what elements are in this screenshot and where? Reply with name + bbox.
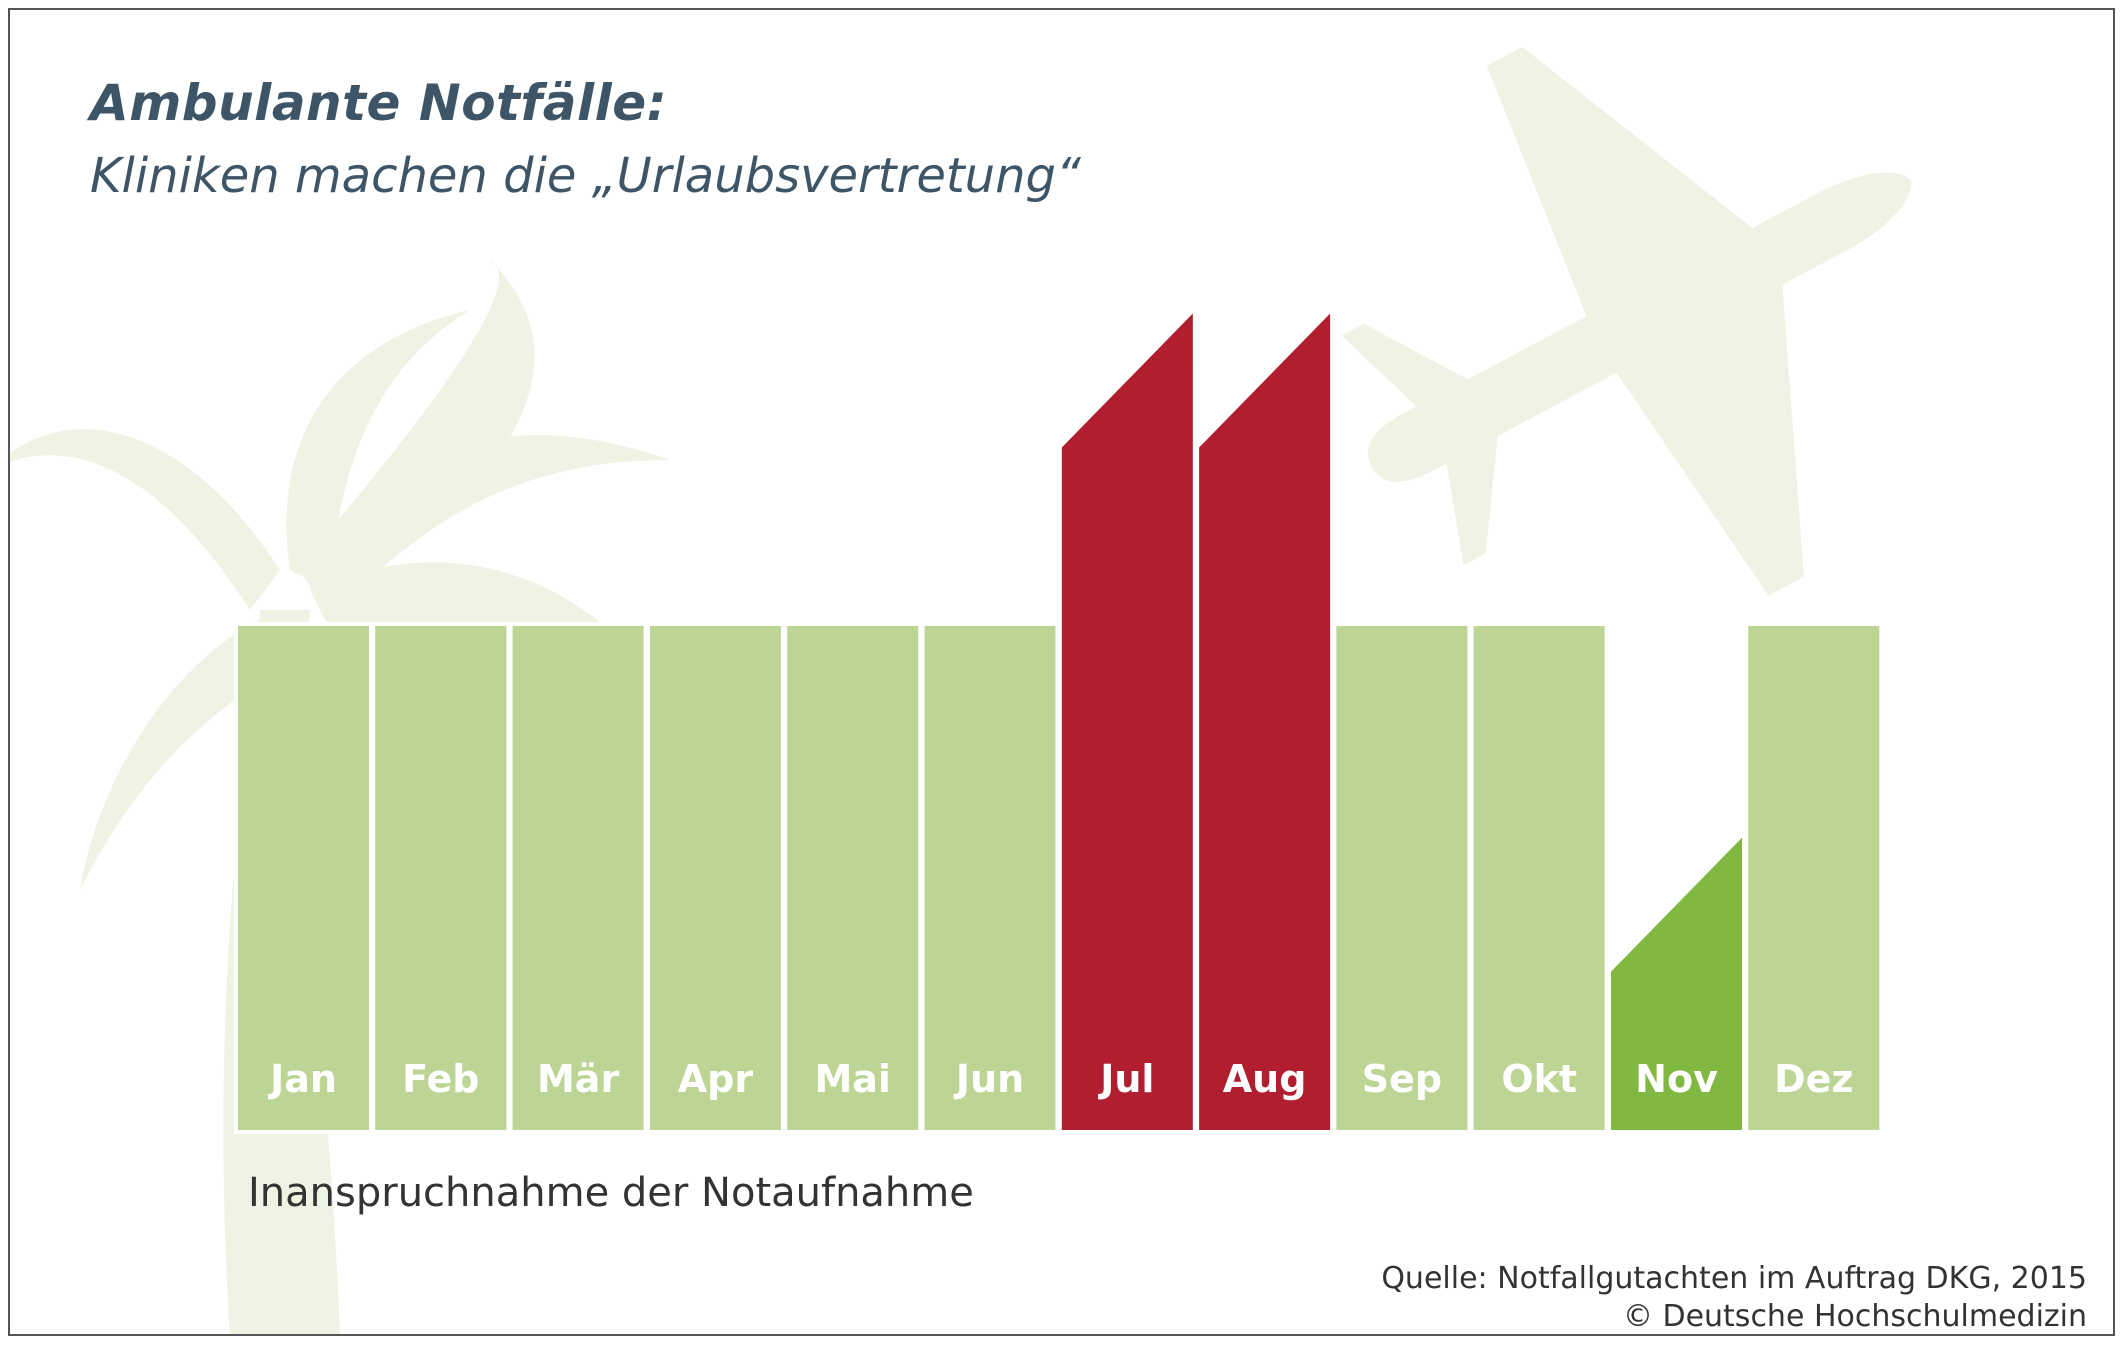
bar-jul	[1061, 313, 1193, 1130]
bar-chart: Jan Feb Mär Apr Mai Jun Jul Aug Sep Okt Nov Dez	[234, 313, 1886, 1134]
bar-sep	[1336, 626, 1468, 1130]
tick-label-nov: Nov	[1635, 1057, 1718, 1101]
chart-title: Ambulante Notfälle:	[90, 74, 668, 132]
tick-label-mai: Mai	[814, 1057, 890, 1101]
bar-jun	[924, 626, 1056, 1130]
bar-mär	[512, 626, 644, 1130]
bar-okt	[1473, 626, 1605, 1130]
tick-label-jul: Jul	[1097, 1057, 1154, 1101]
bars-background	[234, 622, 1886, 1134]
tick-label-aug: Aug	[1223, 1057, 1307, 1101]
airplane-icon	[1341, 46, 1912, 596]
tick-label-feb: Feb	[402, 1057, 479, 1101]
bar-mai	[787, 626, 919, 1130]
tick-label-sep: Sep	[1362, 1057, 1442, 1101]
tick-label-jan: Jan	[267, 1057, 337, 1101]
bar-aug	[1199, 313, 1331, 1130]
tick-label-apr: Apr	[678, 1057, 754, 1101]
bar-dez	[1748, 626, 1880, 1130]
tick-label-jun: Jun	[953, 1057, 1024, 1101]
copyright-text: © Deutsche Hochschulmedizin	[1622, 1299, 2087, 1334]
tick-label-okt: Okt	[1501, 1057, 1577, 1101]
tick-label-dez: Dez	[1774, 1057, 1853, 1101]
bar-nov	[1611, 837, 1742, 1130]
tick-label-mär: Mär	[537, 1057, 619, 1101]
bar-jan	[238, 626, 369, 1130]
infographic-frame: Ambulante Notfälle: Kliniken machen die …	[8, 8, 2115, 1336]
bar-apr	[649, 626, 781, 1130]
chart-subtitle: Kliniken machen die „Urlaubsvertretung“	[90, 148, 1081, 204]
source-text: Quelle: Notfallgutachten im Auftrag DKG,…	[1381, 1261, 2087, 1296]
bar-feb	[375, 626, 507, 1130]
source-note: Quelle: Notfallgutachten im Auftrag DKG,…	[1381, 1260, 2087, 1334]
x-axis-label: Inanspruchnahme der Notaufnahme	[248, 1170, 974, 1216]
